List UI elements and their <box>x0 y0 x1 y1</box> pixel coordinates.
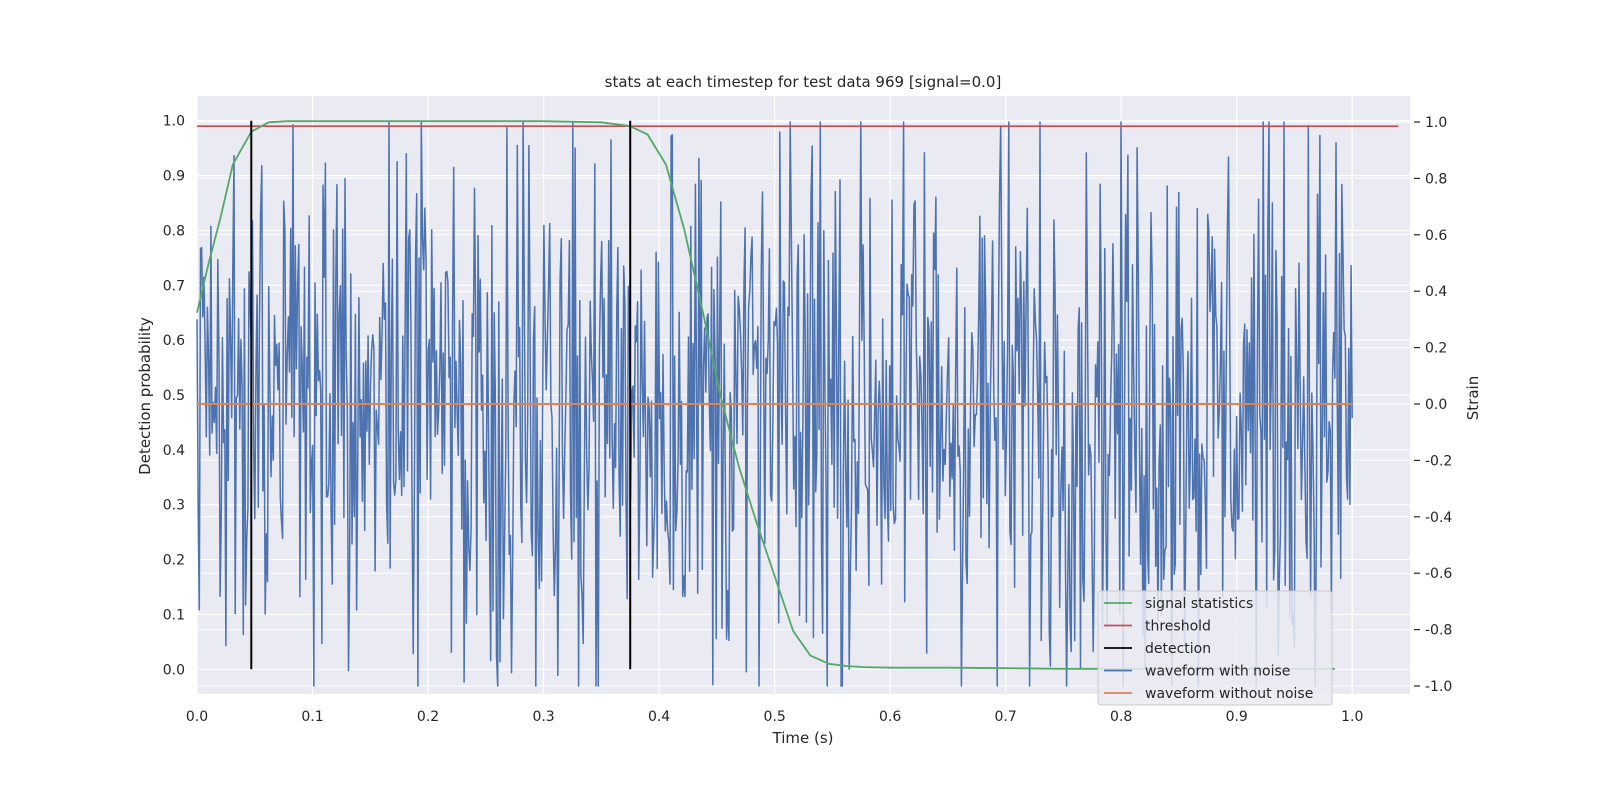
y2-tick-label: 0.4 <box>1425 284 1447 300</box>
x-tick-label: 0.0 <box>186 709 208 725</box>
y-tick-label: 0.6 <box>163 333 185 349</box>
y-tick-label: 0.4 <box>163 443 185 459</box>
y2-axis-label: Strain <box>1464 376 1482 420</box>
y-tick-label: 0.5 <box>163 388 185 404</box>
y-tick-label: 1.0 <box>163 114 185 130</box>
legend-label: waveform without noise <box>1145 686 1313 702</box>
y-tick-label: 0.0 <box>163 662 185 678</box>
x-tick-label: 1.0 <box>1341 709 1363 725</box>
y-tick-label: 0.2 <box>163 553 185 569</box>
y2-tick-label: 0.8 <box>1425 171 1447 187</box>
x-axis-label: Time (s) <box>772 729 834 747</box>
series-signal-statistics <box>196 120 1335 670</box>
y-tick-label: 0.9 <box>163 169 185 185</box>
legend-label: waveform with noise <box>1145 664 1290 680</box>
x-tick-label: 0.7 <box>995 709 1017 725</box>
x-tick-label: 0.6 <box>879 709 901 725</box>
y2-tick-label: -1.0 <box>1425 679 1452 695</box>
y2-tick-label: 0.0 <box>1425 397 1447 413</box>
x-tick-label: 0.2 <box>417 709 439 725</box>
y-tick-label: 0.7 <box>163 278 185 294</box>
x-tick-label: 0.9 <box>1226 709 1248 725</box>
series-layer <box>196 120 1399 687</box>
legend: signal statistics threshold detection wavef… <box>1097 590 1333 706</box>
y2-tick-label: -0.2 <box>1425 453 1452 469</box>
y2-tick-label: -0.8 <box>1425 623 1452 639</box>
y-tick-label: 0.1 <box>163 607 185 623</box>
legend-label: signal statistics <box>1145 596 1253 612</box>
x-axis: 0.0 0.1 0.2 0.3 0.4 0.5 0.6 0.7 0.8 0.9 1.0 <box>186 709 1364 725</box>
chart-title: stats at each timestep for test data 969… <box>605 73 1002 91</box>
x-tick-label: 0.8 <box>1110 709 1132 725</box>
y-axis-label: Detection probability <box>136 317 154 475</box>
y-axis-left: 0.0 0.1 0.2 0.3 0.4 0.5 0.6 0.7 0.8 0.9 1.0 <box>163 114 185 679</box>
y-axis-right: -1.0 -0.8 -0.6 -0.4 -0.2 0.0 0.2 0.4 0.6 0.8 1.0 <box>1414 115 1452 695</box>
legend-box <box>1097 590 1333 706</box>
series-waveform-with-noise <box>196 121 1353 687</box>
x-tick-label: 0.5 <box>763 709 785 725</box>
y2-tick-label: 1.0 <box>1425 115 1447 131</box>
y-tick-label: 0.3 <box>163 498 185 514</box>
x-tick-label: 0.1 <box>301 709 323 725</box>
legend-label: threshold <box>1145 619 1211 635</box>
y2-tick-label: -0.6 <box>1425 566 1452 582</box>
y2-tick-label: 0.6 <box>1425 228 1447 244</box>
legend-label: detection <box>1145 641 1211 657</box>
y2-tick-label: -0.4 <box>1425 510 1452 526</box>
x-tick-label: 0.4 <box>648 709 670 725</box>
x-tick-label: 0.3 <box>532 709 554 725</box>
y2-tick-label: 0.2 <box>1425 341 1447 357</box>
y-tick-label: 0.8 <box>163 223 185 239</box>
